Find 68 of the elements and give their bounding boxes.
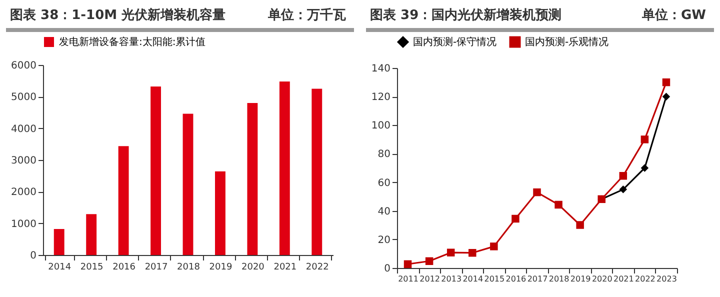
- point: [446, 248, 455, 256]
- x-tick-label: 2018: [177, 262, 200, 272]
- bar: [182, 114, 194, 255]
- bar: [86, 214, 97, 255]
- point: [425, 257, 434, 266]
- y-tick-label: 4000: [11, 124, 36, 135]
- legend-label: 国内预测-乐观情况: [525, 36, 609, 48]
- point: [619, 172, 628, 180]
- chart-title: 图表 39：国内光伏新增装机预测: [370, 6, 562, 24]
- x-tick-label: 2019: [570, 274, 591, 284]
- x-tick-label: 2016: [506, 274, 526, 284]
- y-tick-label: 120: [371, 92, 390, 104]
- y-tick-label: 2000: [11, 187, 36, 198]
- y-tick-label: 5000: [11, 92, 36, 104]
- point: [640, 164, 649, 172]
- y-tick-label: 0: [30, 250, 36, 262]
- y-tick-label: 140: [371, 64, 390, 74]
- x-tick-label: 2020: [592, 274, 612, 284]
- x-tick-label: 2015: [80, 262, 104, 272]
- point: [533, 188, 541, 196]
- x-tick-label: 2017: [144, 262, 168, 272]
- point: [404, 260, 412, 268]
- y-tick-label: 20: [378, 234, 390, 246]
- x-tick-label: 2020: [241, 262, 265, 272]
- x-tick-label: 2017: [527, 274, 548, 284]
- x-tick-label: 2014: [462, 274, 484, 284]
- x-tick-label: 2016: [112, 262, 136, 272]
- point: [662, 78, 670, 86]
- point: [619, 186, 628, 194]
- y-tick-label: 1000: [11, 218, 36, 230]
- legend-label: 发电新增设备容量:太阳能:累计值: [59, 36, 206, 48]
- x-tick-label: 2014: [48, 262, 72, 272]
- point: [512, 214, 520, 223]
- x-tick-label: 2011: [398, 274, 418, 284]
- point: [554, 200, 562, 209]
- bar: [312, 88, 322, 255]
- legend-label: 国内预测-保守情况: [413, 36, 497, 48]
- x-tick-label: 2012: [420, 274, 440, 284]
- point: [640, 136, 649, 144]
- point: [662, 92, 670, 100]
- chart-subtitle: 单位：GW: [642, 7, 706, 24]
- chart-subtitle: 单位：万千瓦: [268, 6, 346, 24]
- x-tick-label: 2013: [441, 274, 462, 284]
- y-tick-label: 0: [384, 264, 390, 274]
- point: [490, 242, 498, 250]
- bar: [247, 103, 258, 255]
- y-tick-label: 3000: [11, 156, 36, 166]
- bar: [279, 81, 290, 255]
- bar: [118, 146, 129, 255]
- point: [576, 221, 584, 229]
- bar: [54, 229, 64, 255]
- point: [468, 248, 476, 257]
- bar: [215, 171, 226, 255]
- y-tick-label: 6000: [11, 60, 36, 72]
- x-tick-label: 2023: [656, 274, 677, 284]
- x-tick-label: 2019: [209, 262, 232, 272]
- x-tick-label: 2022: [635, 274, 656, 284]
- y-tick-label: 60: [378, 178, 390, 189]
- x-tick-label: 2021: [613, 274, 634, 284]
- x-tick-label: 2015: [484, 274, 505, 284]
- x-tick-label: 2018: [548, 274, 570, 284]
- x-tick-label: 2021: [274, 262, 297, 272]
- chart-title: 图表 38：1-10M 光伏新增装机容量: [10, 6, 226, 24]
- x-tick-label: 2022: [306, 262, 329, 272]
- bar: [150, 86, 161, 255]
- y-tick-label: 40: [378, 206, 390, 218]
- y-tick-label: 100: [371, 120, 390, 132]
- y-tick-label: 80: [378, 149, 390, 160]
